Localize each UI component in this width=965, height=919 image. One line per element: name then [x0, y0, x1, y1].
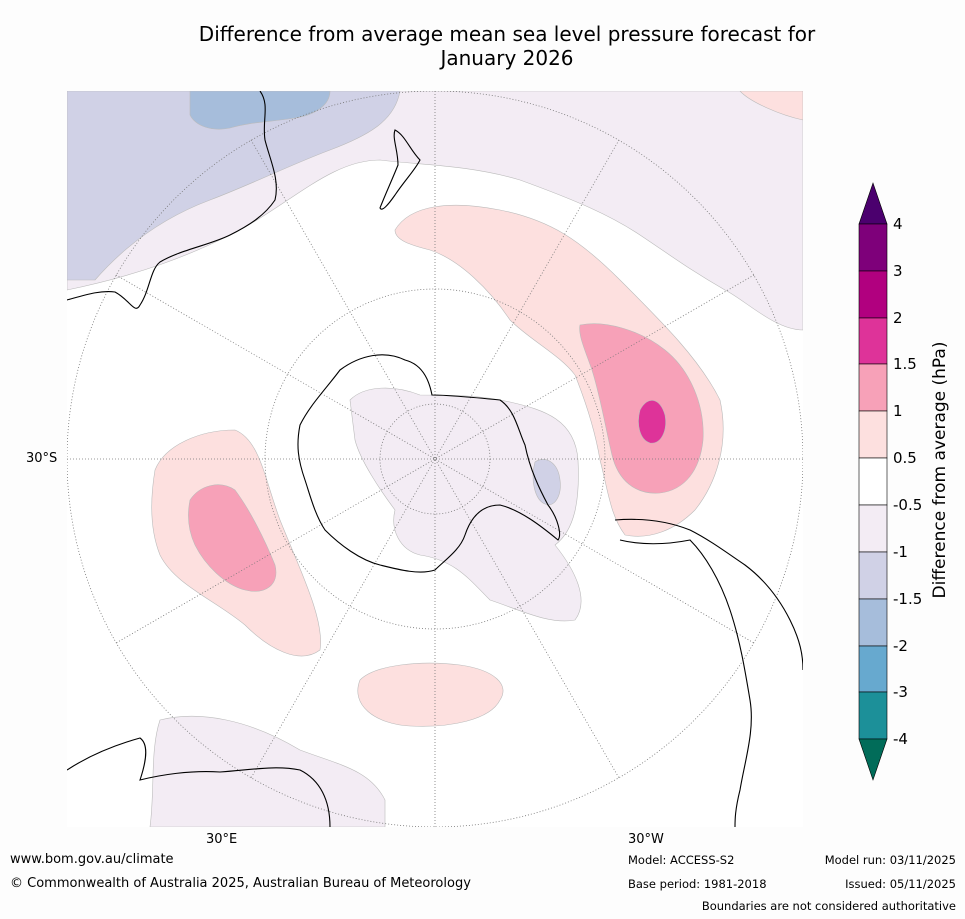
colorbar-segment-neg3-neg2 [858, 645, 888, 693]
colorbar-segment-neg1.5-neg1 [858, 551, 888, 600]
colorbar-extend-bottom [858, 738, 888, 781]
colorbar-segment-1.5-2 [858, 317, 888, 365]
colorbar-segment-1-1.5 [858, 363, 888, 412]
colorbar-tick: 3 [893, 262, 903, 280]
lon-label-30e: 30°E [206, 832, 238, 847]
new-zealand-coastline [379, 129, 421, 210]
south-america-coastline-south [619, 539, 752, 827]
colorbar-segment-neg2-neg1.5 [858, 598, 888, 647]
colorbar-tick: 4 [893, 215, 903, 233]
disclaimer-text: Boundaries are not considered authoritat… [701, 899, 956, 913]
colorbar-segment-neg1-neg0.5 [858, 504, 888, 553]
issued-date: Issued: 05/11/2025 [845, 877, 956, 891]
colorbar-tick: -1.5 [893, 590, 923, 608]
africa-coastline [67, 737, 331, 827]
colorbar-tick: -4 [893, 730, 908, 748]
anomaly-region-negative-indian [67, 91, 401, 281]
model-run-date: Model run: 03/11/2025 [824, 853, 956, 867]
lat-label-30s: 30°S [26, 451, 58, 466]
anomaly-region-positive-atlantic-core [188, 484, 277, 592]
copyright-text: © Commonwealth of Australia 2025, Austra… [10, 876, 471, 891]
colorbar-segment-0.5-1 [858, 410, 888, 459]
coastlines [67, 91, 803, 827]
graticule [67, 91, 803, 827]
chart-title-line1: Difference from average mean sea level p… [198, 22, 816, 46]
colorbar [858, 182, 888, 781]
colorbar-segment-neutral [858, 457, 888, 506]
anomaly-region-positive-pacific-core [638, 400, 666, 444]
base-period: Base period: 1981-2018 [628, 877, 767, 891]
anomaly-region-positive-south [357, 662, 504, 727]
colorbar-tick: 1 [893, 402, 903, 420]
lon-label-30w: 30°W [628, 832, 664, 847]
anomaly-region-negative-antarctic [349, 387, 582, 622]
model-name: Model: ACCESS-S2 [628, 853, 735, 867]
colorbar-label: Difference from average (hPa) [930, 341, 950, 599]
colorbar-tick: -2 [893, 637, 908, 655]
anomaly-region-negative-tasman [189, 91, 331, 130]
colorbar-tick: 1.5 [893, 355, 917, 373]
chart-title-line2: January 2026 [440, 46, 574, 70]
colorbar-tick: -1 [893, 543, 908, 561]
website-link[interactable]: www.bom.gov.au/climate [10, 852, 174, 867]
antarctica-coastline [297, 354, 561, 573]
anomaly-region-negative-weddell [532, 459, 561, 506]
colorbar-tick: -3 [893, 683, 908, 701]
chart-title: Difference from average mean sea level p… [150, 22, 864, 70]
anomaly-region-positive-ne-corner [739, 91, 803, 121]
colorbar-segment-3-4 [858, 223, 888, 272]
colorbar-tick: 0.5 [893, 449, 917, 467]
south-america-coastline [614, 518, 803, 671]
colorbar-extend-top [858, 182, 888, 225]
colorbar-tick: -0.5 [893, 496, 923, 514]
colorbar-tick: 2 [893, 309, 903, 327]
colorbar-segment-neg4-neg3 [858, 691, 888, 740]
australia-coastline [67, 91, 277, 309]
colorbar-segment-2-3 [858, 270, 888, 319]
